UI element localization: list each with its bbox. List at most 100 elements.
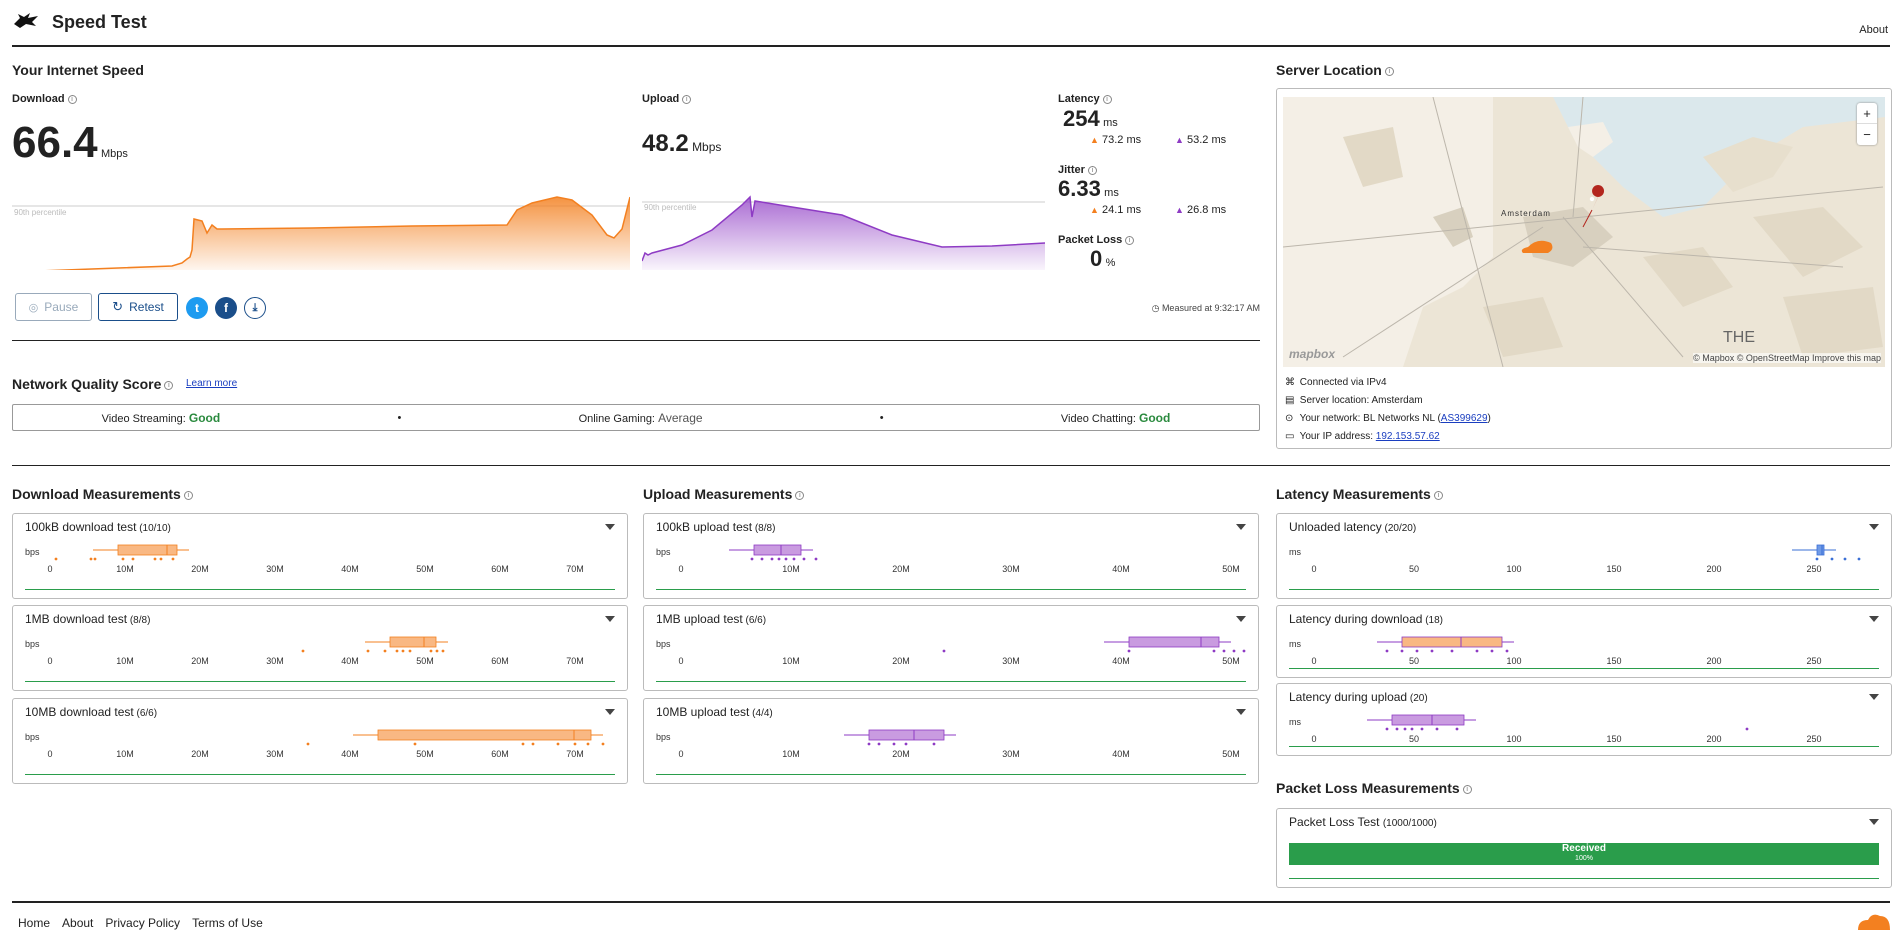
chevron-down-icon[interactable] <box>1869 524 1879 530</box>
data-point <box>408 649 412 653</box>
measurements-divider <box>12 465 1890 466</box>
twitter-icon[interactable]: t <box>186 297 208 319</box>
measurement-card[interactable]: Latency during upload (20) ms 0 50 100 150 200… <box>1276 683 1892 756</box>
info-icon: i <box>1433 490 1443 500</box>
axis-tick-label: 0 <box>47 564 53 574</box>
mapbox-logo[interactable]: mapbox <box>1289 347 1336 361</box>
download-measurements-title: Download Measurements i <box>12 486 193 502</box>
about-link[interactable]: About <box>1859 24 1888 36</box>
connection-info: ⌘ Connected via IPv4 ▤ Server location: … <box>1285 374 1491 446</box>
download-label: Download i <box>12 93 77 105</box>
box-iqr <box>868 729 945 741</box>
latency-label: Latency i <box>1058 93 1112 105</box>
pause-button[interactable]: ◎ Pause <box>15 293 92 321</box>
measurement-card[interactable]: Latency during download (18) ms 0 50 100 150 2… <box>1276 605 1892 678</box>
axis-tick-label: 10M <box>782 749 800 759</box>
connected-via-row: ⌘ Connected via IPv4 <box>1285 374 1491 392</box>
facebook-icon[interactable]: f <box>215 297 237 319</box>
chevron-down-icon[interactable] <box>605 709 615 715</box>
asn-link[interactable]: AS399629 <box>1440 413 1488 424</box>
chevron-down-icon[interactable] <box>1236 524 1246 530</box>
footer-home-link[interactable]: Home <box>18 916 51 930</box>
data-point <box>1212 649 1216 653</box>
axis-tick-label: 0 <box>678 749 684 759</box>
download-percentile-label: 90th percentile <box>14 208 67 217</box>
axis-tick-label: 250 <box>1806 564 1822 574</box>
data-point <box>1385 649 1389 653</box>
card-baseline <box>1289 878 1879 879</box>
measurement-card[interactable]: 10MB upload test (4/4) bps 0 10M 20M 30M 40M 50… <box>643 698 1259 784</box>
data-point <box>1242 649 1246 653</box>
measurement-card[interactable]: 100kB upload test (8/8) bps 0 10M 20M 30M 40M 5… <box>643 513 1259 599</box>
data-point <box>904 742 908 746</box>
measurement-card[interactable]: Unloaded latency (20/20) ms 0 50 100 150 200 25… <box>1276 513 1892 599</box>
footer-about-link[interactable]: About <box>62 916 94 930</box>
chevron-down-icon[interactable] <box>1236 709 1246 715</box>
card-baseline <box>25 589 615 590</box>
zoom-in-button[interactable]: + <box>1857 103 1877 124</box>
measurement-card[interactable]: 100kB download test (10/10) bps 0 10M 20M 30M… <box>12 513 628 599</box>
learn-more-link[interactable]: Learn more <box>186 378 238 389</box>
packet-loss-card[interactable]: Packet Loss Test (1000/1000) Received 10… <box>1276 808 1892 888</box>
measurement-test-title: Unloaded latency (20/20) <box>1289 520 1416 534</box>
chevron-down-icon[interactable] <box>1869 819 1879 825</box>
chevron-down-icon[interactable] <box>605 524 615 530</box>
data-point <box>301 649 305 653</box>
axis-tick-label: 150 <box>1606 734 1622 744</box>
refresh-icon: ↻ <box>112 299 124 314</box>
test-count: (8/8) <box>127 615 151 626</box>
test-name: 100kB download test <box>25 520 137 534</box>
measurement-card[interactable]: 1MB download test (8/8) bps 0 10M 20M 30M 40M 5… <box>12 605 628 691</box>
server-location-card: Amsterdam THE mapbox © Mapbox © OpenStre… <box>1276 88 1892 449</box>
test-name: 1MB upload test <box>656 612 743 626</box>
footer-terms-link[interactable]: Terms of Use <box>192 916 263 930</box>
axis-tick-label: 20M <box>892 564 910 574</box>
received-label: Received <box>1562 843 1606 854</box>
received-bar: Received 100% <box>1289 843 1879 865</box>
box-iqr <box>1401 636 1503 648</box>
data-point <box>792 557 796 561</box>
axis-tick-label: 30M <box>1002 656 1020 666</box>
box-plot <box>1367 714 1749 731</box>
box-plot <box>1377 636 1514 653</box>
map-credits[interactable]: © Mapbox © OpenStreetMap Improve this ma… <box>1693 353 1881 363</box>
chevron-down-icon[interactable] <box>605 616 615 622</box>
test-name: 1MB download test <box>25 612 128 626</box>
zoom-out-button[interactable]: − <box>1863 127 1871 142</box>
axis-tick-label: 50 <box>1408 564 1420 574</box>
chevron-down-icon[interactable] <box>1236 616 1246 622</box>
axis-tick-label: 100 <box>1506 734 1522 744</box>
measurement-card[interactable]: 10MB download test (6/6) bps 0 10M 20M 30M 40M… <box>12 698 628 784</box>
data-point <box>1232 649 1236 653</box>
axis-tick-label: 0 <box>1311 564 1317 574</box>
server-map[interactable]: Amsterdam THE mapbox © Mapbox © OpenStre… <box>1283 97 1885 367</box>
axis-unit-label: bps <box>25 639 40 649</box>
logo-icon[interactable] <box>12 10 42 30</box>
ip-address-link[interactable]: 192.153.57.62 <box>1375 431 1440 442</box>
axis-unit-label: ms <box>1289 639 1301 649</box>
chevron-down-icon[interactable] <box>1869 694 1879 700</box>
footer-privacy-link[interactable]: Privacy Policy <box>105 916 181 930</box>
axis-tick-label: 250 <box>1806 734 1822 744</box>
retest-button[interactable]: ↻ Retest <box>98 293 178 321</box>
clock-icon: ◷ <box>1151 303 1160 313</box>
info-icon: i <box>67 94 77 104</box>
download-value: 66.4 Mbps <box>12 118 128 167</box>
data-point <box>401 649 405 653</box>
network-icon: ⌘ <box>1285 377 1295 388</box>
measurement-card[interactable]: 1MB upload test (6/6) bps 0 10M 20M 30M 40M 50M <box>643 605 1259 691</box>
download-results-icon[interactable]: ⤓ <box>244 297 266 319</box>
cloudflare-cloud-icon <box>1521 240 1553 253</box>
card-baseline <box>25 774 615 775</box>
box-plot <box>1792 544 1861 561</box>
data-point <box>1385 727 1389 731</box>
data-point <box>1430 649 1434 653</box>
box-plot <box>306 729 605 746</box>
box-iqr <box>1128 636 1220 648</box>
chevron-down-icon[interactable] <box>1869 616 1879 622</box>
download-chart: 90th percentile <box>11 185 631 273</box>
test-name: Latency during download <box>1289 612 1423 626</box>
cloudflare-logo-icon <box>1852 908 1892 931</box>
data-point <box>1222 649 1226 653</box>
your-network-row: ⊙ Your network: BL Networks NL (AS399629… <box>1285 410 1491 428</box>
